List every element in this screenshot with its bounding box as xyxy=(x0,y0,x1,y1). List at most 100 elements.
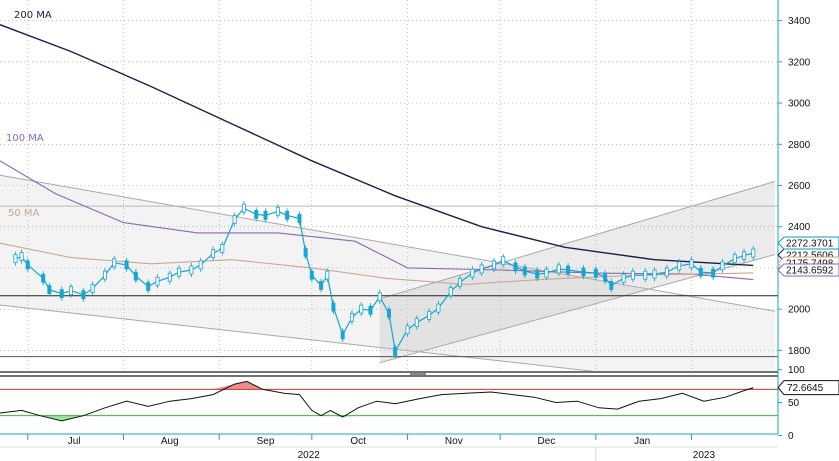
y-tick-label: 3200 xyxy=(788,57,811,68)
candle-body xyxy=(470,268,475,278)
last-value-tag: 2143.6592 xyxy=(777,263,839,277)
candle-body xyxy=(566,265,571,275)
year-label: 2023 xyxy=(693,450,716,461)
candle-body xyxy=(275,206,280,216)
candle-body xyxy=(167,272,172,282)
candle-body xyxy=(297,214,302,223)
candle-body xyxy=(698,267,703,277)
candle-body xyxy=(491,260,496,270)
x-tick-label: Nov xyxy=(445,436,463,447)
main-grid xyxy=(0,0,778,371)
oscillator-value-tag xyxy=(777,380,839,396)
x-tick-label: Dec xyxy=(538,436,556,447)
y-tick-label: 1800 xyxy=(788,346,811,357)
y-tick-label: 2400 xyxy=(788,222,811,233)
oscillator xyxy=(0,380,778,422)
candle-body xyxy=(621,273,626,283)
candle-body xyxy=(359,304,364,314)
horizontal-levels xyxy=(0,205,778,358)
candle-body xyxy=(211,249,216,258)
candle-body xyxy=(720,261,725,271)
candle-body xyxy=(643,270,648,280)
ma-line xyxy=(0,242,754,285)
candle-body xyxy=(349,313,354,322)
candle-body xyxy=(609,281,614,290)
oscillator-grid xyxy=(0,377,778,432)
candle-body xyxy=(254,209,259,219)
candle-body xyxy=(263,210,268,220)
candle-body xyxy=(652,269,657,279)
candle-body xyxy=(630,270,635,280)
candle-body xyxy=(689,259,694,269)
candle-body xyxy=(664,267,669,277)
x-tick-label: Jul xyxy=(68,436,81,447)
candle-body xyxy=(41,273,46,283)
y-tick-label: 3000 xyxy=(788,99,811,110)
candle-body xyxy=(556,264,561,274)
candle-body xyxy=(198,260,203,270)
candle-body xyxy=(47,285,52,294)
candle-body xyxy=(581,267,586,277)
ma-label: 200 MA xyxy=(14,10,52,21)
candle-body xyxy=(522,266,527,276)
tag-value-text: 2143.6592 xyxy=(786,266,834,277)
candle-body xyxy=(59,289,64,299)
candle-body xyxy=(479,264,484,274)
candle-body xyxy=(386,308,391,318)
tag-value-text: 2212.5606 xyxy=(786,251,834,262)
candle-body xyxy=(146,282,151,291)
channel-lower-line xyxy=(0,304,595,371)
candle-body xyxy=(393,347,398,356)
year-label: 2022 xyxy=(298,450,321,461)
candle-body xyxy=(319,281,324,290)
y-tick-label: 2800 xyxy=(788,140,811,151)
candle-body xyxy=(331,302,336,312)
tag-box xyxy=(777,263,839,277)
candle-body xyxy=(544,268,549,278)
osc-y-tick-label: 100 xyxy=(788,365,805,376)
candle-body xyxy=(513,262,518,272)
tag-box xyxy=(777,236,839,250)
candle-body xyxy=(189,265,194,275)
candle-body xyxy=(436,303,441,313)
oscillator-value-text: 72.6645 xyxy=(787,383,824,394)
candle-body xyxy=(25,260,30,270)
candle-body xyxy=(340,330,345,340)
candle-body xyxy=(677,261,682,271)
candle-body xyxy=(285,210,290,220)
x-tick-label: Jan xyxy=(634,436,650,447)
candle-body xyxy=(603,272,608,282)
candle-body xyxy=(742,251,747,260)
ma-label: 50 MA xyxy=(8,208,40,219)
candle-body xyxy=(325,270,330,280)
channel-descending xyxy=(0,175,775,371)
osc-y-tick-label: 50 xyxy=(788,398,800,409)
y-tick-label: 2600 xyxy=(788,181,811,192)
oscillator-line xyxy=(0,380,754,422)
candle-body xyxy=(593,268,598,278)
candle-body xyxy=(112,258,117,268)
candle-body xyxy=(448,287,453,297)
candle-body xyxy=(458,277,463,287)
candle-body xyxy=(377,292,382,302)
oscillator-y-axis: 0 50 100 xyxy=(778,365,805,442)
candle-body xyxy=(133,271,138,281)
candle-body xyxy=(155,276,160,286)
oversold-fill xyxy=(0,415,754,421)
candle-body xyxy=(232,215,237,224)
osc-y-tick-label: 0 xyxy=(788,431,794,442)
x-tick-label: Oct xyxy=(350,436,366,447)
last-value-tags: 72.66452212.56062175.74982143.65922272.3… xyxy=(777,236,839,396)
y-tick-label: 3400 xyxy=(788,16,811,27)
channel-upper-line xyxy=(379,180,776,300)
candle-body xyxy=(368,305,373,315)
candle-body xyxy=(405,325,410,335)
moving-averages xyxy=(0,24,754,285)
ma-label: 100 MA xyxy=(6,133,44,144)
x-axis: Jul Aug Sep Oct Nov Dec Jan 2022 2023 xyxy=(0,434,778,461)
channel-upper-line xyxy=(0,174,775,312)
x-tick-label: Aug xyxy=(161,436,179,447)
candle-body xyxy=(732,254,737,264)
candle-body xyxy=(13,254,18,264)
